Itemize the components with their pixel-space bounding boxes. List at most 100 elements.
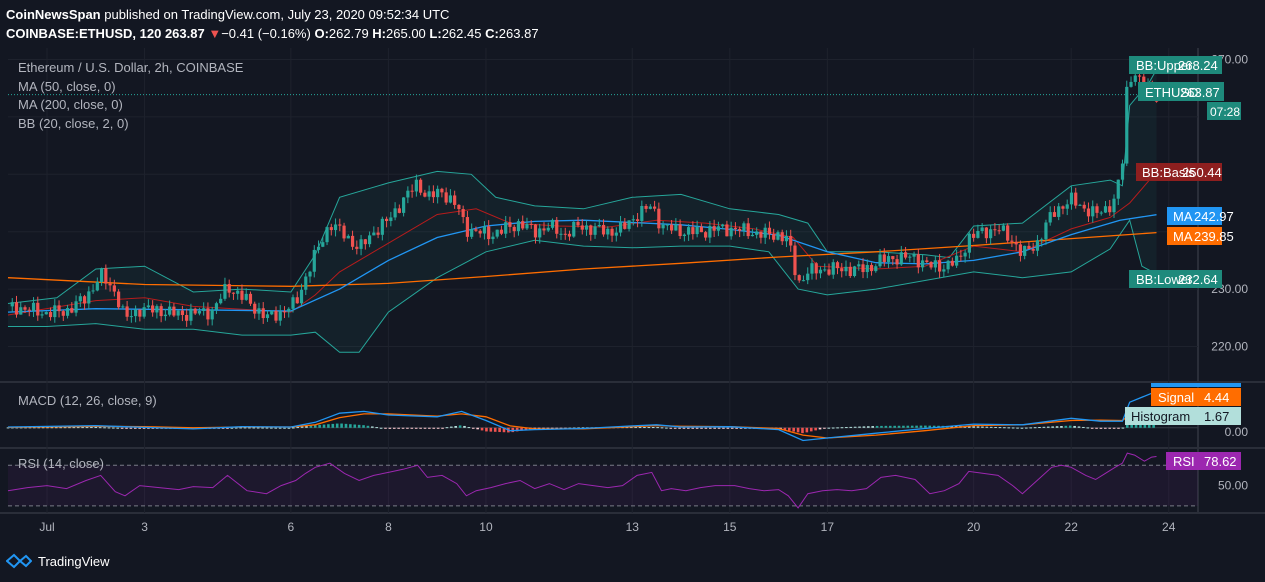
candle-body — [1091, 206, 1095, 217]
badge-bb-lower-label: BB:Lower — [1136, 272, 1193, 287]
candle-body — [699, 226, 703, 233]
badge-ma200: MA 239.85 — [1167, 227, 1234, 245]
bb-band-fill — [8, 69, 1157, 353]
candle-body — [593, 226, 597, 235]
candle-body — [1129, 81, 1133, 87]
macd-histogram-bar — [296, 427, 299, 429]
candle-body — [937, 260, 942, 272]
candle-body — [878, 254, 882, 267]
candle-body — [240, 290, 244, 300]
macd-histogram-bar — [432, 427, 436, 429]
macd-line — [7, 390, 1157, 442]
candle-body — [835, 262, 840, 269]
candle-body — [91, 290, 95, 292]
candle-body — [134, 309, 138, 317]
candle-body — [584, 225, 589, 230]
macd-histogram-bar — [147, 427, 150, 429]
candle-body — [1074, 192, 1078, 206]
macd-histogram-bar — [371, 426, 374, 428]
macd-histogram-bar — [450, 426, 453, 428]
macd-histogram-bar — [520, 427, 523, 431]
price-change: −0.41 (−0.16%) — [221, 26, 311, 41]
candle-body — [474, 229, 478, 231]
candle-body — [299, 289, 304, 304]
tradingview-footer[interactable]: TradingView — [6, 553, 110, 569]
macd-histogram-bar — [1068, 425, 1072, 428]
macd-histogram-bar — [103, 427, 106, 429]
badge-ethusd-label: ETHUSD — [1145, 85, 1198, 100]
badge-signal-label: Signal — [1158, 390, 1194, 405]
candle-body — [1048, 212, 1052, 223]
rsi-line — [7, 452, 1157, 509]
candle-body — [567, 233, 572, 237]
candle-body — [231, 292, 236, 294]
macd-histogram-bar — [50, 427, 54, 429]
candle-body — [1052, 212, 1057, 217]
candle-body — [542, 228, 546, 231]
candle-body — [19, 307, 23, 315]
candle-body — [903, 252, 908, 258]
candle-body — [512, 226, 516, 232]
candle-body — [146, 305, 150, 308]
candle-body — [423, 192, 427, 197]
published-text: published on TradingView.com, July 23, 2… — [104, 7, 450, 22]
candle-body — [414, 179, 418, 192]
macd-histogram-bar — [63, 427, 67, 429]
candle-body — [214, 303, 219, 310]
badge-rsi-label: RSI — [1173, 454, 1195, 469]
candle-body — [508, 222, 512, 227]
candle-body — [384, 218, 389, 222]
badge-ma50-value: 242.97 — [1194, 209, 1234, 224]
badge-ethusd: ETHUSD 263.87 07:28 — [1138, 82, 1241, 120]
candle-body — [14, 302, 19, 315]
x-tick-label: 3 — [141, 520, 148, 534]
x-tick-label: 13 — [626, 520, 640, 534]
low-value: 262.45 — [441, 26, 482, 41]
candle-body — [291, 297, 295, 309]
macd-histogram-bar — [967, 426, 971, 428]
candle-body — [976, 230, 980, 238]
candle-body — [946, 260, 950, 270]
candle-body — [57, 305, 61, 312]
macd-histogram-bar — [840, 427, 844, 429]
candle-body — [448, 195, 453, 203]
candle-body — [499, 229, 504, 234]
badge-bb-basis-value: 250.44 — [1182, 165, 1222, 180]
macd-histogram-bar — [392, 427, 396, 429]
macd-histogram-bar — [875, 425, 879, 428]
macd-histogram-bar — [730, 427, 734, 429]
candle-body — [23, 307, 27, 310]
candle-body — [920, 260, 925, 268]
candle-body — [53, 305, 57, 318]
candle-body — [1040, 239, 1044, 241]
x-tick-label: 17 — [821, 520, 835, 534]
legend-ma200: MA (200, close, 0) — [18, 97, 123, 112]
candle-body — [1125, 86, 1129, 164]
candle-body — [1010, 240, 1014, 242]
candle-body — [87, 291, 91, 304]
badge-bb-upper-label: BB:Upper — [1136, 58, 1193, 73]
candle-body — [657, 208, 661, 229]
badge-signal: Signal 4.44 — [1151, 388, 1241, 406]
candle-body — [70, 308, 74, 313]
macd-histogram-bar — [366, 425, 370, 428]
publish-line: CoinNewsSpan published on TradingView.co… — [6, 7, 449, 22]
macd-histogram-bar — [932, 425, 936, 428]
rsi-tick-label: 50.00 — [1218, 479, 1248, 493]
legend-rsi: RSI (14, close) — [18, 456, 104, 471]
candle-body — [652, 206, 657, 209]
x-tick-label: 24 — [1162, 520, 1176, 534]
candle-body — [380, 218, 384, 235]
candle-body — [487, 226, 491, 240]
x-tick-label: 22 — [1065, 520, 1079, 534]
candle-body — [516, 221, 521, 232]
candle-body — [1031, 248, 1035, 251]
candle-body — [65, 308, 70, 316]
candle-body — [682, 234, 686, 237]
candle-body — [789, 235, 793, 246]
macd-histogram-bar — [85, 427, 89, 429]
candle-body — [750, 234, 755, 237]
candle-body — [129, 316, 133, 318]
macd-histogram-bar — [902, 425, 905, 428]
